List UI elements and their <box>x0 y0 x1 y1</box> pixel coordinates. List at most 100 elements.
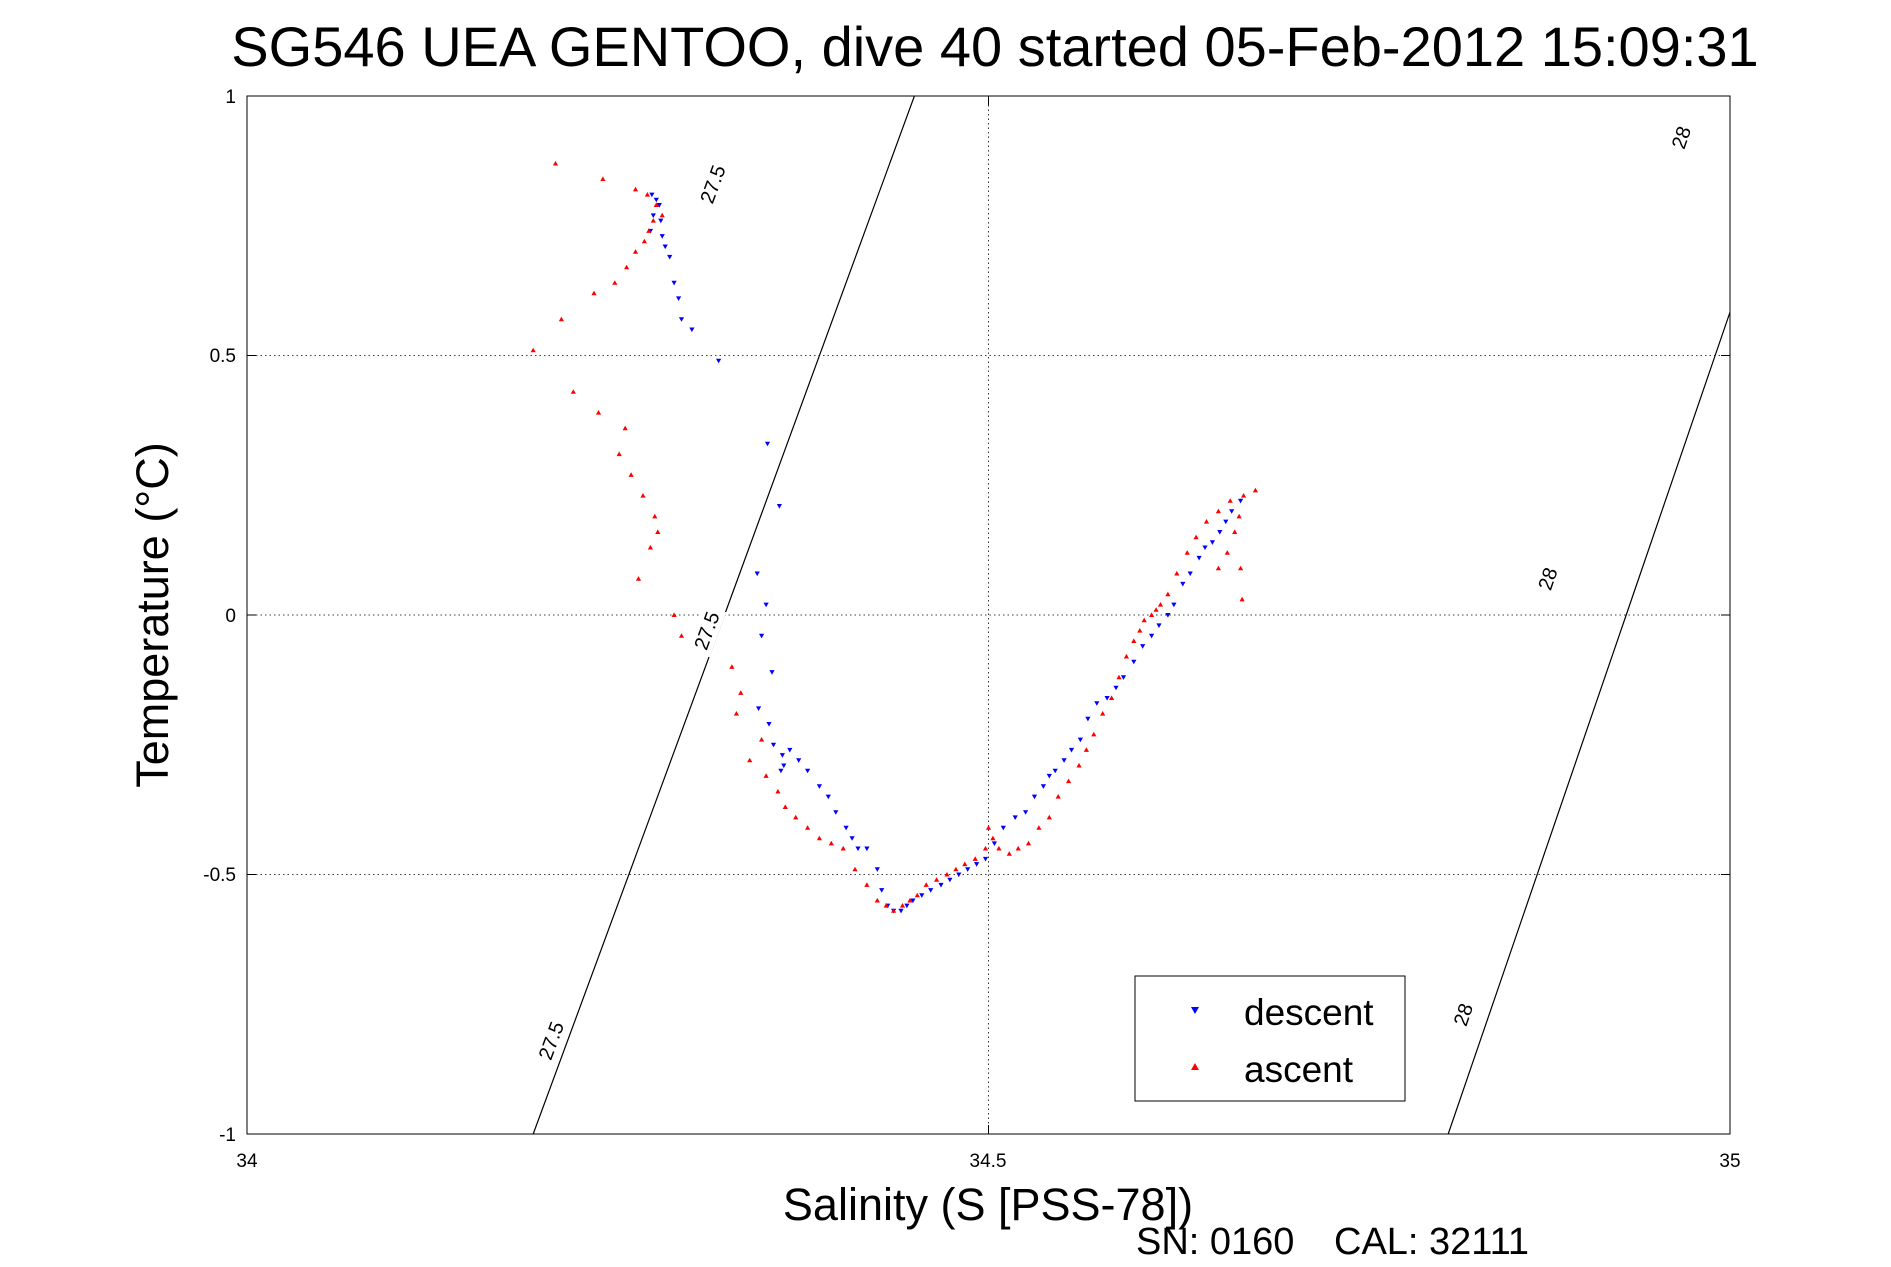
descent-point <box>1120 675 1127 680</box>
descent-point <box>764 441 771 447</box>
x-tick-label: 34.5 <box>970 1151 1007 1172</box>
legend-descent-marker <box>1191 1007 1199 1014</box>
ascent-point <box>632 249 639 254</box>
descent-point <box>1061 758 1067 763</box>
descent-point <box>1094 701 1100 706</box>
descent-point <box>676 296 682 301</box>
descent-point <box>778 768 784 774</box>
descent-point <box>1140 644 1146 649</box>
ascent-point <box>1036 825 1042 830</box>
ascent-point <box>1123 653 1129 659</box>
ascent-point <box>1236 513 1242 519</box>
ascent-point <box>1153 607 1159 612</box>
ascent-point <box>671 612 677 617</box>
ascent-point <box>1157 602 1164 607</box>
descent-point <box>928 888 934 893</box>
descent-point <box>864 846 870 852</box>
ascent-point <box>1252 487 1258 493</box>
ascent-point <box>1015 845 1021 851</box>
legend: descent ascent <box>1134 975 1406 1102</box>
descent-point <box>1077 737 1083 743</box>
ascent-point <box>982 845 989 851</box>
descent-point <box>756 706 762 711</box>
ascent-point <box>944 871 950 877</box>
ascent-point <box>840 845 846 851</box>
ascent-point <box>635 576 642 581</box>
descent-point <box>766 722 772 727</box>
descent-point <box>898 908 904 914</box>
ascent-point <box>1076 762 1082 768</box>
ascent-point <box>624 264 630 270</box>
ascent-point <box>1149 612 1155 617</box>
ascent-point <box>899 903 906 908</box>
ascent-point <box>874 897 880 903</box>
descent-point <box>671 280 677 286</box>
ascent-point <box>1083 747 1089 752</box>
descent-point <box>1031 794 1038 800</box>
descent-point <box>965 867 971 872</box>
ascent-point <box>652 513 658 519</box>
descent-point <box>759 633 765 639</box>
ascent-point <box>646 228 652 233</box>
ascent-point <box>828 840 834 846</box>
ascent-point <box>793 814 799 820</box>
ascent-point <box>1100 711 1106 716</box>
descent-point <box>754 571 760 577</box>
ascent-point <box>972 856 978 861</box>
descent-point <box>1217 530 1223 535</box>
ascent-point <box>852 866 858 872</box>
ascent-point <box>644 192 650 197</box>
descent-point <box>649 192 655 198</box>
ascent-point <box>1203 519 1210 524</box>
ascent-point <box>1131 638 1137 643</box>
ascent-point <box>1193 534 1199 540</box>
ascent-point <box>1224 550 1230 555</box>
ascent-point <box>641 238 647 244</box>
ascent-point <box>733 711 739 716</box>
descent-point <box>656 203 662 208</box>
ascent-point <box>1066 778 1072 784</box>
ascent-point <box>953 866 959 872</box>
descent-point <box>1131 659 1137 665</box>
ascent-point <box>816 835 822 841</box>
ascent-point <box>1116 674 1122 680</box>
ascent-point <box>647 544 653 550</box>
descent-point <box>796 758 802 763</box>
calibration-id: CAL: 32111 <box>1334 1221 1529 1262</box>
ascent-point <box>655 529 661 534</box>
legend-ascent-marker <box>1191 1063 1199 1070</box>
descent-point <box>653 197 659 203</box>
y-tick-label: 1 <box>225 87 236 108</box>
ascent-point <box>891 908 897 913</box>
ascent-point <box>729 664 735 669</box>
descent-point <box>779 753 785 758</box>
ascent-point <box>914 892 920 898</box>
ascent-point <box>1091 731 1097 737</box>
legend-label-ascent: ascent <box>1244 1049 1354 1090</box>
descent-point <box>974 862 980 867</box>
legend-label-descent: descent <box>1244 992 1374 1033</box>
contour-label-background <box>531 1013 571 1068</box>
descent-point <box>1238 498 1244 504</box>
x-tick-label: 34 <box>236 1151 258 1172</box>
grid <box>247 96 1730 1134</box>
descent-point <box>1202 545 1208 551</box>
serial-number: SN: 0160 <box>1136 1221 1294 1262</box>
ascent-point <box>907 897 913 903</box>
descent-point <box>1187 571 1193 577</box>
descent-point <box>659 234 665 239</box>
ascent-point <box>782 804 788 809</box>
ascent-point <box>591 290 597 296</box>
y-tick-label: 0.5 <box>210 346 236 367</box>
contour-label-background <box>1443 988 1483 1042</box>
ascent-point <box>759 737 765 742</box>
descent-point <box>770 742 777 748</box>
ascent-point <box>990 835 996 841</box>
y-tick-label: -1 <box>219 1125 236 1146</box>
descent-point <box>662 244 668 250</box>
ascent-point <box>738 690 744 695</box>
descent-point <box>874 867 880 872</box>
ascent-point <box>763 773 769 778</box>
